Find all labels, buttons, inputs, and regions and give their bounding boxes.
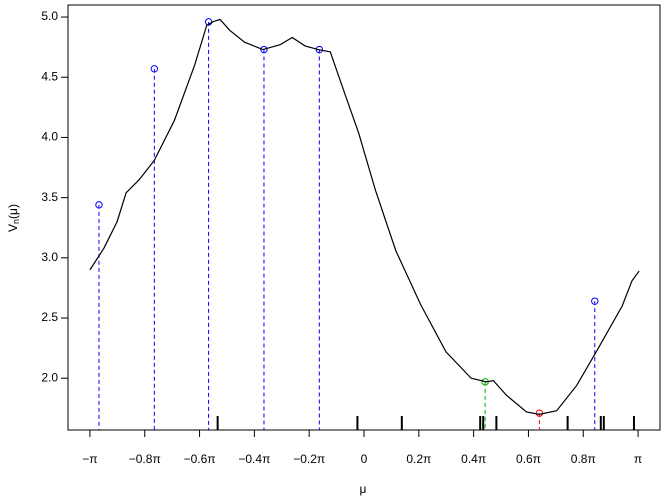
x-tick-label: −0.6π <box>184 452 216 466</box>
y-tick-label: 3.0 <box>41 250 58 264</box>
y-tick-label: 3.5 <box>41 190 58 204</box>
y-label-sub: n <box>11 219 21 224</box>
y-label-rest: (μ) <box>6 204 20 219</box>
x-tick-label: 0.6π <box>516 452 541 466</box>
x-tick-label: 0.4π <box>461 452 486 466</box>
y-tick-label: 2.5 <box>41 310 58 324</box>
y-tick-label: 4.5 <box>41 69 58 83</box>
x-tick-label: 0 <box>361 452 368 466</box>
x-tick-label: −π <box>82 452 97 466</box>
x-tick-label: 0.2π <box>406 452 431 466</box>
plot-frame <box>67 4 661 431</box>
y-axis-label: Vn(μ) <box>6 204 21 232</box>
x-tick-label: −0.4π <box>238 452 270 466</box>
y-tick-label: 2.0 <box>41 370 58 384</box>
curve <box>89 18 640 415</box>
stem-point <box>260 45 268 54</box>
y-tick-label: 4.0 <box>41 130 58 144</box>
x-tick-label: −0.8π <box>129 452 161 466</box>
x-tick-label: π <box>634 452 642 466</box>
x-tick-label: −0.2π <box>293 452 325 466</box>
x-tick-label: 0.8π <box>571 452 596 466</box>
y-tick-label: 5.0 <box>41 9 58 23</box>
stem-point <box>150 65 159 73</box>
x-axis-label: μ <box>360 482 367 496</box>
y-label-base: V <box>6 224 20 232</box>
stem-point <box>95 201 103 209</box>
stem-point <box>591 297 599 305</box>
